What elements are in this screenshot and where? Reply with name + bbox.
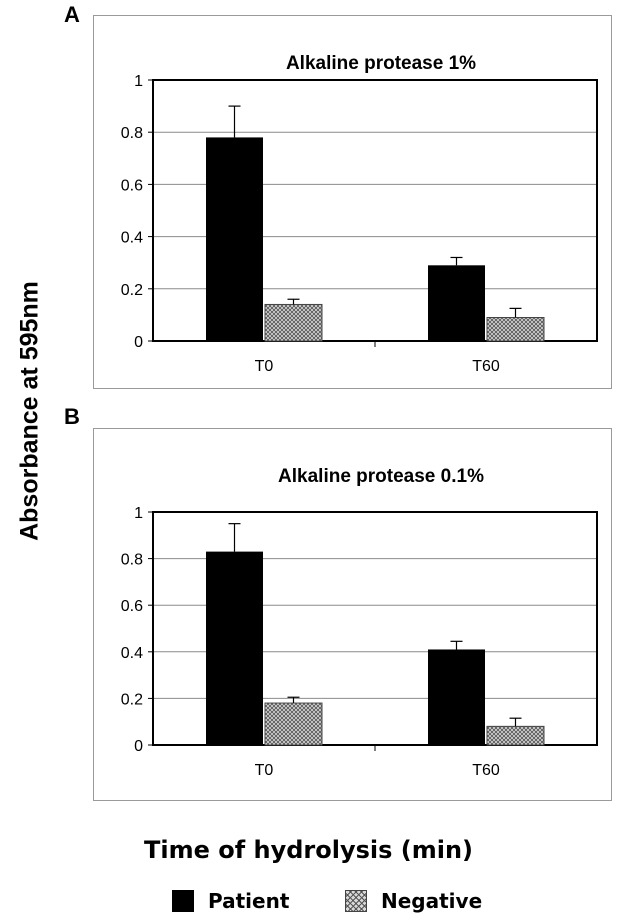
- bar-negative-t0: [264, 702, 323, 746]
- y-tick-label: 0: [134, 738, 143, 755]
- x-tick-label: T60: [472, 358, 500, 375]
- y-tick-label: 1: [134, 505, 143, 522]
- chart-b: 0 0.2 0.4 0.6 0.8 1 T0 T60 Alkaline protease 0.1…: [121, 466, 598, 779]
- x-axis-label: Time of hydrolysis (min): [143, 836, 474, 864]
- bar-negative-t60: [486, 725, 545, 746]
- bar-negative-t0: [264, 303, 323, 342]
- y-tick-label: 1: [134, 73, 143, 90]
- y-tick-label: 0.6: [121, 177, 143, 194]
- bar-negative-t60: [486, 317, 545, 342]
- y-tick-label: 0.2: [121, 282, 143, 299]
- bar-patient-t60: [428, 649, 485, 745]
- legend: Patient Negative: [0, 886, 617, 916]
- bar-patient-t60: [428, 265, 485, 341]
- y-tick-label: 0: [134, 334, 143, 351]
- legend-swatch-negative: [345, 890, 367, 912]
- x-tick-label: T60: [472, 762, 500, 779]
- y-tick-label: 0.4: [121, 230, 143, 247]
- y-tick-label: 0.6: [121, 598, 143, 615]
- y-tick-label: 0.8: [121, 125, 143, 142]
- bar-patient-t0: [206, 551, 263, 745]
- y-tick-label: 0.4: [121, 645, 143, 662]
- legend-swatch-patient: [172, 890, 194, 912]
- chart-a: 0 0.2 0.4 0.6 0.8 1 T0 T60 Alkaline protease 1%: [121, 53, 598, 375]
- y-tick-label: 0.2: [121, 691, 143, 708]
- panel-letter-a: A: [64, 2, 80, 27]
- chart-title: Alkaline protease 0.1%: [278, 466, 484, 487]
- chart-title: Alkaline protease 1%: [286, 53, 476, 74]
- x-tick-label: T0: [255, 358, 274, 375]
- panel-letter-b: B: [64, 404, 80, 429]
- legend-label-patient: Patient: [208, 889, 290, 913]
- legend-item-patient: Patient: [172, 886, 289, 916]
- legend-label-negative: Negative: [381, 889, 483, 913]
- y-tick-label: 0.8: [121, 552, 143, 569]
- x-tick-label: T0: [255, 762, 274, 779]
- legend-item-negative: Negative: [345, 886, 482, 916]
- bar-patient-t0: [206, 137, 263, 341]
